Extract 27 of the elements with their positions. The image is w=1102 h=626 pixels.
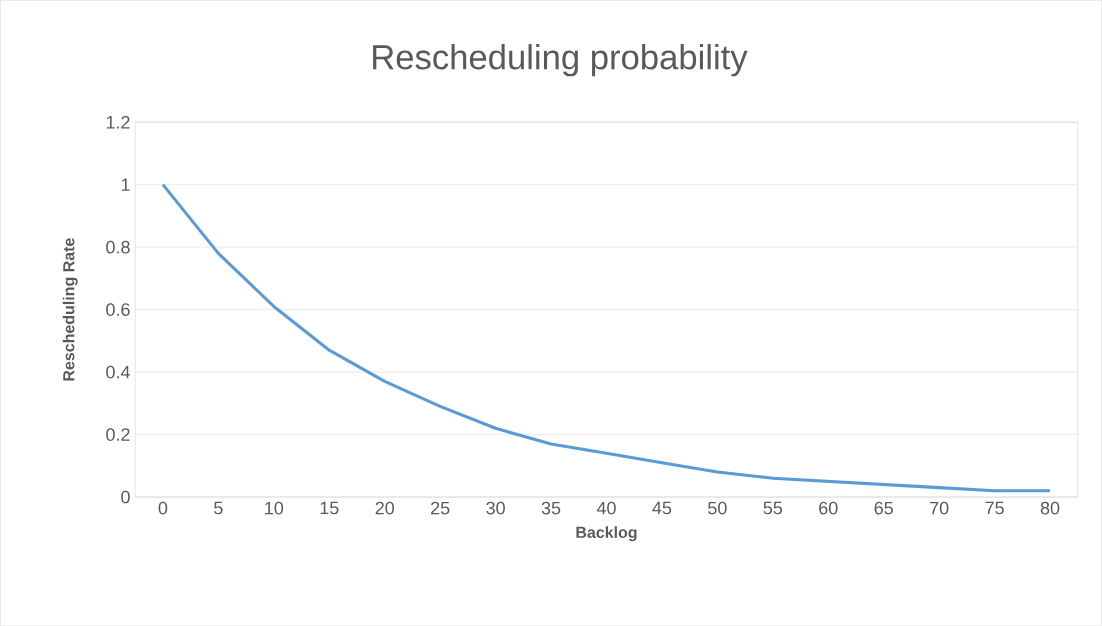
x-tick-label: 50 xyxy=(708,501,727,515)
y-tick-label: 0.8 xyxy=(106,240,130,254)
x-tick-label: 45 xyxy=(652,501,672,515)
y-tick-label: 1.2 xyxy=(106,115,130,129)
x-tick-label: 70 xyxy=(930,501,949,515)
chart-title: Rescheduling probability xyxy=(373,43,748,77)
x-tick-label: 60 xyxy=(819,501,838,515)
x-tick-label: 0 xyxy=(158,501,168,515)
x-tick-label: 25 xyxy=(431,501,450,515)
x-tick-label: 35 xyxy=(541,501,561,515)
y-tick-label: 0.4 xyxy=(106,365,130,379)
x-tick-label: 40 xyxy=(596,501,616,515)
x-tick-label: 65 xyxy=(874,501,893,515)
x-tick-label: 75 xyxy=(985,501,1004,515)
y-tick-label: 0 xyxy=(121,490,130,504)
y-tick-label: 0.2 xyxy=(106,428,130,441)
x-tick-label: 20 xyxy=(375,501,394,515)
x-tick-label: 80 xyxy=(1040,501,1060,515)
x-tick-label: 15 xyxy=(320,501,339,515)
x-tick-label: 10 xyxy=(265,501,284,515)
y-axis-title: Rescheduling Rate xyxy=(62,238,78,381)
x-axis-title: Backlog xyxy=(576,526,637,542)
x-tick-label: 30 xyxy=(486,501,505,515)
y-tick-label: 0.6 xyxy=(106,303,130,316)
y-tick-label: 1 xyxy=(121,178,130,191)
x-tick-label: 5 xyxy=(214,501,223,515)
x-tick-label: 55 xyxy=(763,501,783,515)
